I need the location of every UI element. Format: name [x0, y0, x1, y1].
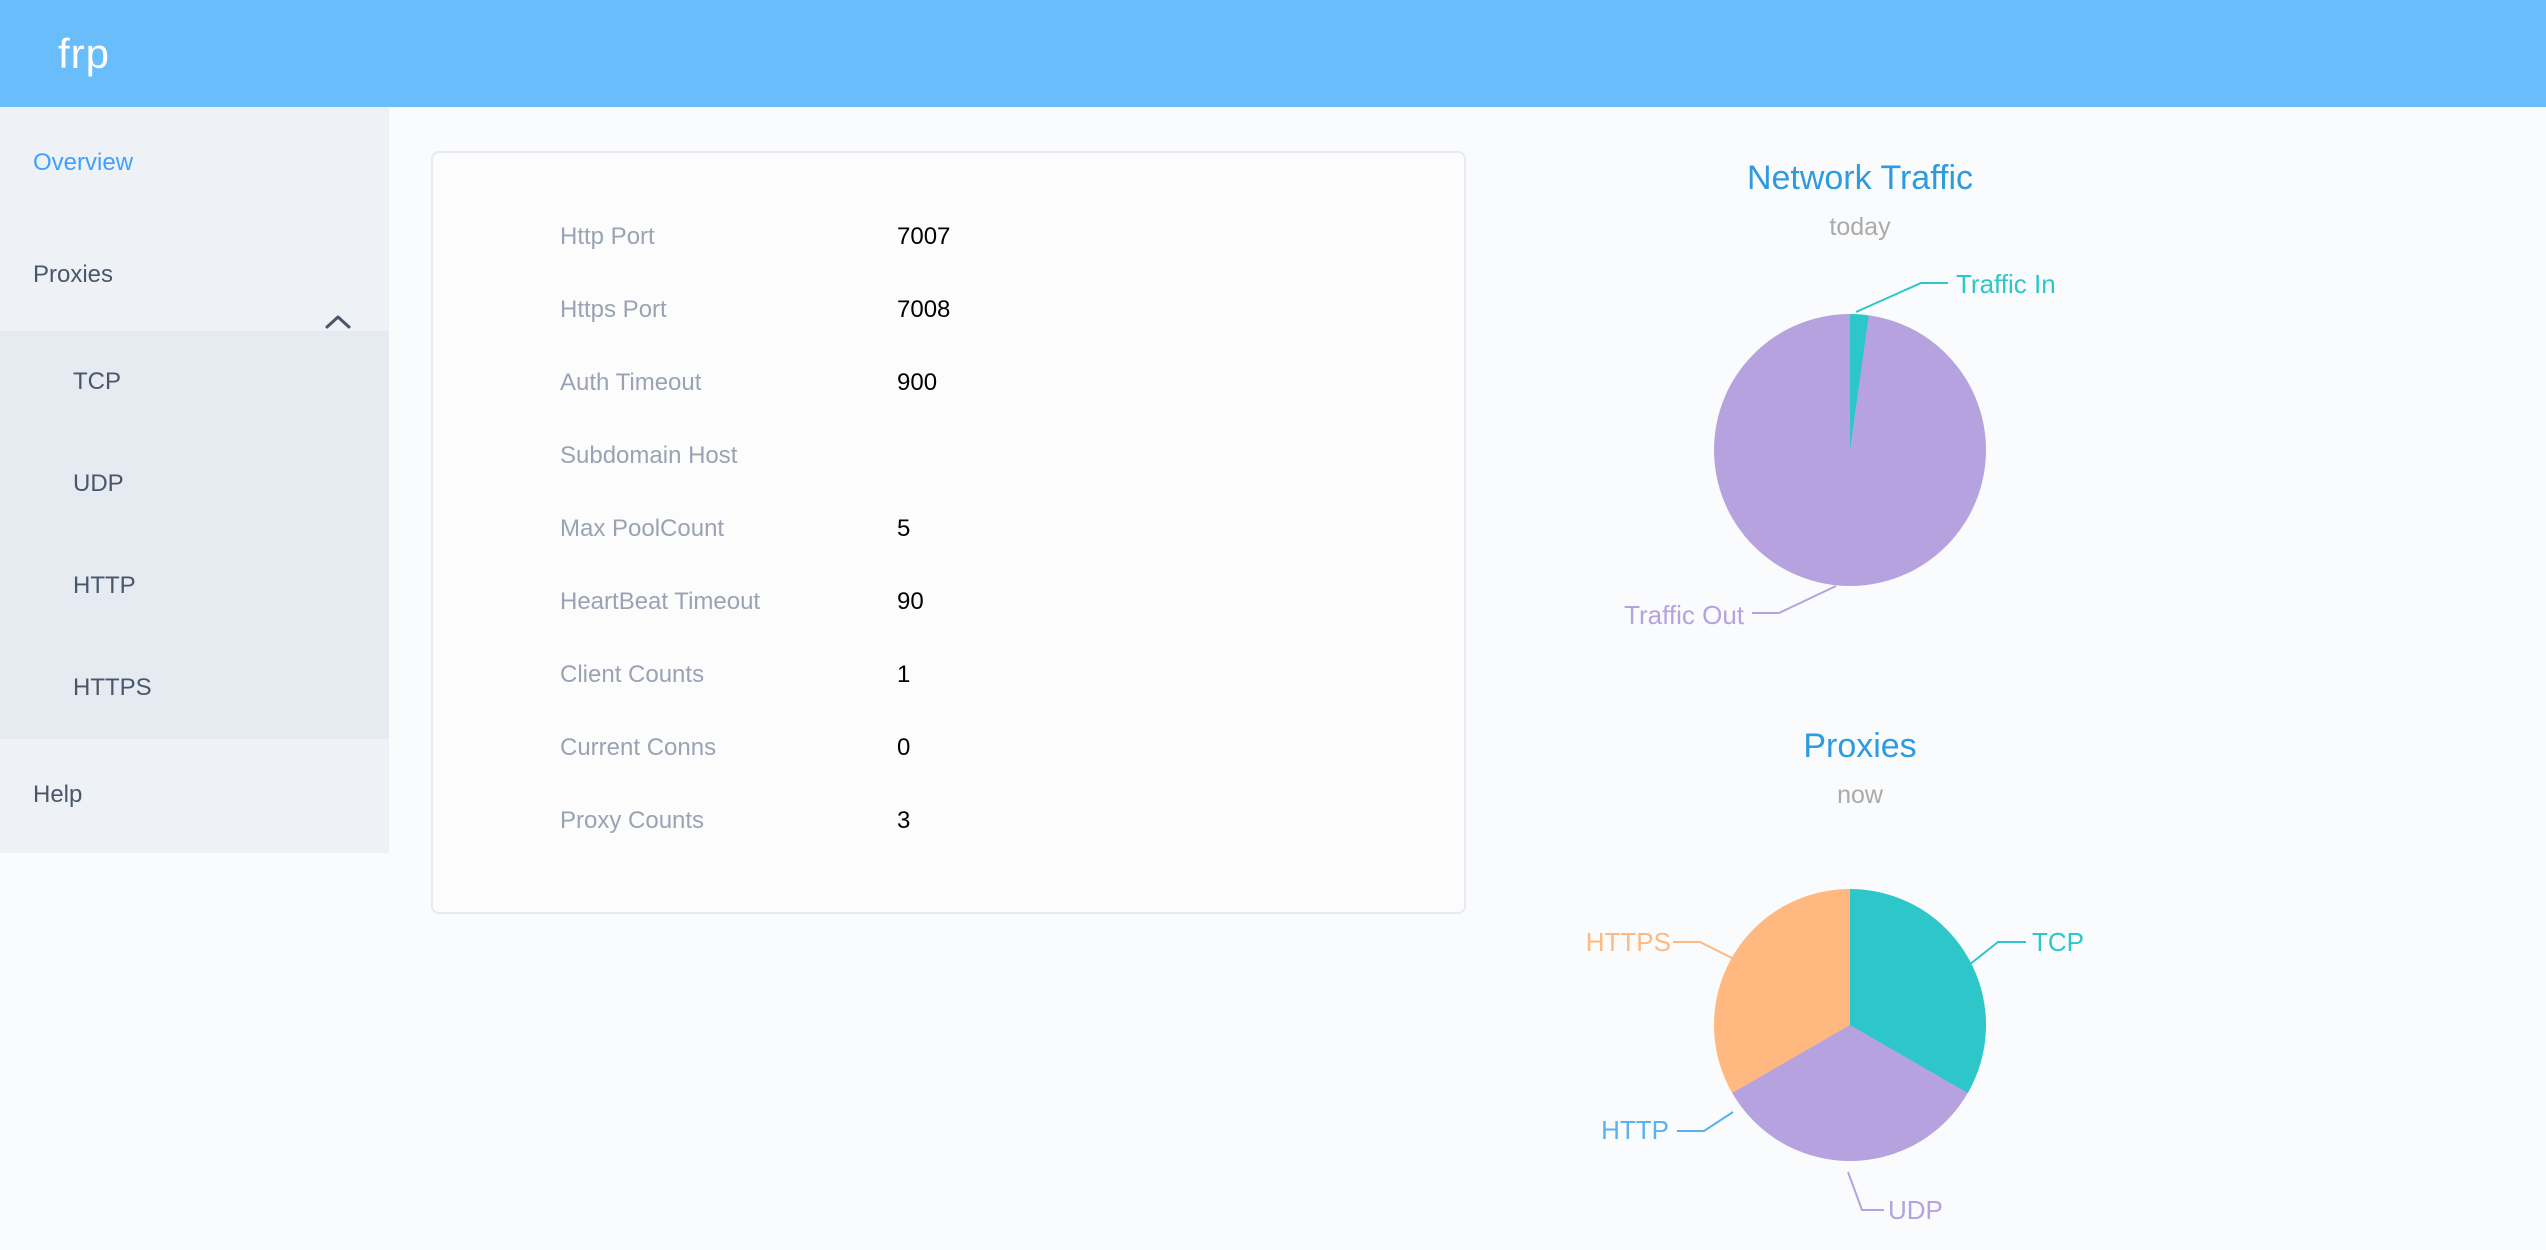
info-row-client-counts: Client Counts 1 [433, 638, 1464, 711]
proxies-chart-title: Proxies [1803, 727, 1917, 765]
info-label: Auth Timeout [560, 369, 702, 396]
sidebar-item-http[interactable]: HTTP [0, 535, 389, 637]
sidebar-item-label: HTTP [73, 572, 136, 599]
info-row-proxy-counts: Proxy Counts 3 [433, 784, 1464, 857]
sidebar: Overview Proxies TCP UDP HTTP HTTPS Help [0, 107, 389, 853]
info-label: HeartBeat Timeout [560, 588, 761, 615]
sidebar-item-tcp[interactable]: TCP [0, 331, 389, 433]
proxies-chart-subtitle: now [1837, 781, 1883, 809]
info-label: Proxy Counts [560, 807, 705, 834]
sidebar-item-label: TCP [73, 368, 121, 395]
info-value: 7007 [897, 223, 951, 250]
sidebar-item-label: Proxies [33, 261, 114, 288]
sidebar-item-label: Overview [33, 149, 134, 176]
sidebar-item-udp[interactable]: UDP [0, 433, 389, 535]
info-label: Current Conns [560, 734, 717, 761]
tcp-leader-line [1968, 941, 2026, 966]
info-value: 900 [897, 369, 938, 396]
info-value: 1 [897, 661, 911, 688]
app-header: frp [0, 0, 2546, 107]
chevron-up-icon [325, 267, 351, 379]
udp-leader-line [1847, 1171, 1884, 1211]
network-traffic-pie [1714, 314, 1986, 586]
sidebar-item-help[interactable]: Help [0, 739, 389, 851]
proxies-pie [1714, 889, 1986, 1161]
info-label: Max PoolCount [560, 515, 725, 542]
info-row-auth-timeout: Auth Timeout 900 [433, 346, 1464, 419]
info-label: Subdomain Host [560, 442, 738, 469]
https-leader-line [1673, 941, 1733, 959]
info-row-https-port: Https Port 7008 [433, 273, 1464, 346]
http-label: HTTP [1601, 1115, 1669, 1145]
tcp-label: TCP [2032, 927, 2084, 957]
info-value: 7008 [897, 296, 951, 323]
info-label: Http Port [560, 223, 655, 250]
info-value: 3 [897, 807, 911, 834]
traffic-in-leader-line [1855, 282, 1948, 313]
traffic-out-leader-line [1752, 585, 1837, 614]
sidebar-submenu-proxies: TCP UDP HTTP HTTPS [0, 331, 389, 739]
pie-callout-lines [1673, 282, 2026, 1211]
app-logo: frp [58, 30, 111, 77]
sidebar-item-https[interactable]: HTTPS [0, 637, 389, 739]
info-row-heartbeat-timeout: HeartBeat Timeout 90 [433, 565, 1464, 638]
sidebar-item-label: Help [33, 781, 83, 808]
info-value: 90 [897, 588, 924, 615]
info-row-http-port: Http Port 7007 [433, 200, 1464, 273]
info-row-current-conns: Current Conns 0 [433, 711, 1464, 784]
info-label: Https Port [560, 296, 667, 323]
network-traffic-chart-subtitle: today [1829, 213, 1891, 241]
http-leader-line [1677, 1111, 1734, 1132]
info-row-max-poolcount: Max PoolCount 5 [433, 492, 1464, 565]
traffic-out-label: Traffic Out [1624, 600, 1744, 630]
network-traffic-chart-title: Network Traffic [1746, 159, 1974, 197]
info-row-subdomain-host: Subdomain Host [433, 419, 1464, 492]
sidebar-item-proxies[interactable]: Proxies [0, 219, 389, 331]
sidebar-item-label: UDP [73, 470, 124, 497]
server-info-card: Http Port 7007 Https Port 7008 Auth Time… [431, 151, 1466, 914]
info-label: Client Counts [560, 661, 705, 688]
info-value: 5 [897, 515, 911, 542]
sidebar-item-label: HTTPS [73, 674, 152, 701]
info-value: 0 [897, 734, 911, 761]
https-label: HTTPS [1585, 927, 1671, 957]
sidebar-item-overview[interactable]: Overview [0, 107, 389, 219]
traffic-in-label: Traffic In [1956, 269, 2056, 299]
udp-label: UDP [1888, 1195, 1943, 1225]
